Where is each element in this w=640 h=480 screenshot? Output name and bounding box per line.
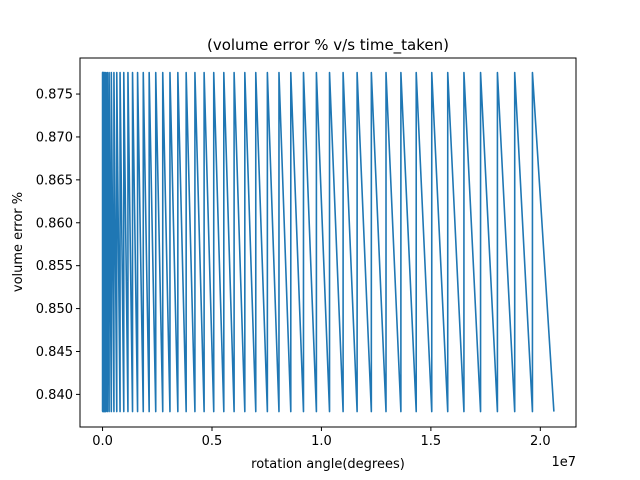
x-axis-label: rotation angle(degrees)	[251, 457, 405, 472]
y-ticks: 0.840 0.845 0.850 0.855 0.860 0.865 0.870 0.875	[36, 88, 80, 403]
series-line	[101, 71, 555, 413]
y-tick-label: 0.845	[36, 345, 73, 360]
y-tick-label: 0.850	[36, 302, 73, 317]
y-tick-label: 0.855	[36, 259, 73, 274]
series-layer	[101, 71, 555, 413]
x-tick-label: 2.0	[530, 434, 551, 449]
x-tick-label: 1.5	[421, 434, 442, 449]
chart-title: (volume error % v/s time_taken)	[207, 36, 449, 55]
y-tick-label: 0.840	[36, 388, 73, 403]
y-tick-label: 0.860	[36, 216, 73, 231]
x-tick-label: 0.0	[92, 434, 113, 449]
y-tick-label: 0.865	[36, 173, 73, 188]
x-tick-label: 1.0	[311, 434, 332, 449]
x-tick-label: 0.5	[202, 434, 223, 449]
y-tick-label: 0.870	[36, 130, 73, 145]
y-tick-label: 0.875	[36, 88, 73, 103]
plot-frame	[79, 57, 577, 428]
x-axis-multiplier: 1e7	[551, 455, 576, 470]
y-axis-label: volume error %	[11, 192, 26, 292]
x-ticks: 0.0 0.5 1.0 1.5 2.0	[92, 427, 551, 449]
